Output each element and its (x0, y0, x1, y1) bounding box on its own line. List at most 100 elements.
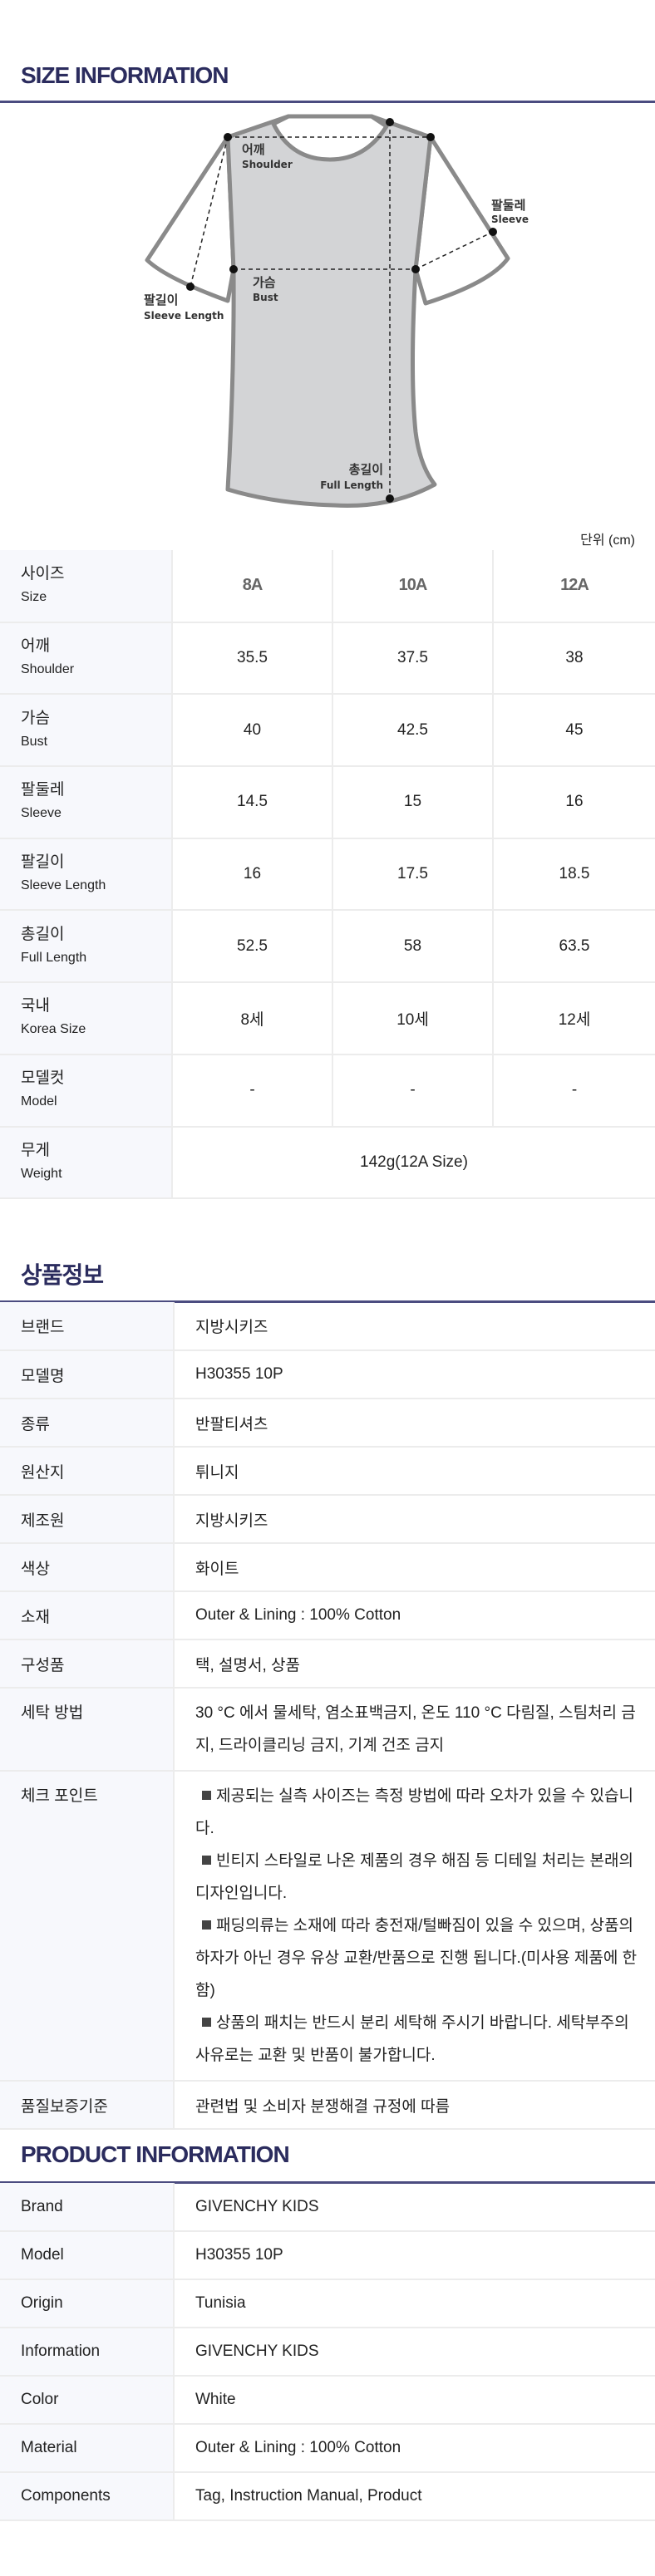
label-en: Model (21, 1094, 57, 1109)
label-ko: 무게 (21, 1141, 50, 1159)
row-value: Tunisia (174, 2279, 655, 2328)
row-label: Material (0, 2424, 175, 2473)
size-value-cell: 16 (493, 766, 655, 839)
size-row: 어깨 Shoulder 35.5 37.5 38 (0, 622, 655, 696)
info-row: Model H30355 10P (0, 2231, 655, 2280)
label-en: Sleeve Length (21, 878, 106, 893)
bust-label-ko: 가슴 (253, 275, 276, 290)
size-value-cell: 14.5 (172, 766, 333, 839)
label-ko: 모델컷 (21, 1069, 65, 1088)
info-row: 구성품 택, 설명서, 상품 (0, 1639, 655, 1689)
row-label: Color (0, 2376, 175, 2425)
row-value: 관련법 및 소비자 분쟁해결 규정에 따름 (174, 2081, 655, 2130)
row-label: Model (0, 2231, 175, 2280)
label-ko: 팔둘레 (21, 781, 65, 799)
size-row: 총길이 Full Length 52.5 58 63.5 (0, 910, 655, 984)
product-ko-table: 브랜드 지방시키즈 모델명 H30355 10P 종류 반팔티셔츠 원산지 튀니지 제조원 지방시… (0, 1302, 655, 2130)
row-value: 반팔티셔츠 (174, 1399, 655, 1448)
checkpoint-text: 상품의 패치는 반드시 분리 세탁해 주시기 바랍니다. 세탁부주의 사유로는 … (195, 2014, 629, 2064)
size-row: 팔길이 Sleeve Length 16 17.5 18.5 (0, 838, 655, 912)
size-value-cell: 8세 (172, 982, 333, 1055)
row-value: Tag, Instruction Manual, Product (174, 2472, 655, 2521)
row-value: 튀니지 (174, 1447, 655, 1496)
size-value-cell: 17.5 (332, 838, 494, 912)
row-value: 택, 설명서, 상품 (174, 1639, 655, 1689)
label-en: Weight (21, 1166, 62, 1181)
row-label: 가슴 Bust (0, 694, 173, 768)
measure-point (386, 494, 394, 503)
measure-point (386, 118, 394, 126)
label-ko: 총길이 (21, 925, 65, 943)
row-value: H30355 10P (174, 1350, 655, 1399)
size-value-cell: 12세 (493, 982, 655, 1055)
row-label: 국내 Korea Size (0, 982, 173, 1055)
size-header-cell: 10A (332, 550, 494, 623)
size-value-cell: - (493, 1054, 655, 1128)
row-value: GIVENCHY KIDS (174, 2328, 655, 2377)
measure-point (411, 265, 420, 273)
info-row: Components Tag, Instruction Manual, Produ… (0, 2472, 655, 2521)
size-row: 팔둘레 Sleeve 14.5 15 16 (0, 766, 655, 839)
size-value-cell: 42.5 (332, 694, 494, 768)
checkpoint-text: 제공되는 실측 사이즈는 측정 방법에 따라 오차가 있을 수 있습니다. (195, 1787, 633, 1837)
sleeve-length-label-en: Sleeve Length (144, 310, 224, 322)
row-label: 무게 Weight (0, 1126, 173, 1200)
row-value: 지방시키즈 (174, 1302, 655, 1351)
info-row: 세탁 방법 30 °C 에서 물세탁, 염소표백금지, 온도 110 °C 다림질… (0, 1688, 655, 1772)
label-ko: 어깨 (21, 637, 50, 656)
info-row: 종류 반팔티셔츠 (0, 1399, 655, 1448)
size-table: 사이즈 Size 8A 10A 12A 어깨 Shoulder 35.5 37.5 38 가… (0, 550, 655, 1200)
checkpoint-list: 제공되는 실측 사이즈는 측정 방법에 따라 오차가 있을 수 있습니다. 빈티… (174, 1771, 655, 2082)
measure-point (229, 265, 238, 273)
row-value: 30 °C 에서 물세탁, 염소표백금지, 온도 110 °C 다림질, 스팀처… (174, 1688, 655, 1772)
row-label: Components (0, 2472, 175, 2521)
row-label: 모델컷 Model (0, 1054, 173, 1128)
label-en: Shoulder (21, 662, 75, 677)
row-label: 소재 (0, 1591, 175, 1640)
divider (0, 101, 655, 103)
row-value: White (174, 2376, 655, 2425)
sleeve-length-label-ko: 팔길이 (144, 293, 178, 307)
info-row: Information GIVENCHY KIDS (0, 2328, 655, 2377)
label-ko: 국내 (21, 997, 50, 1015)
row-label: 구성품 (0, 1639, 175, 1689)
full-length-label-en: Full Length (320, 479, 383, 491)
bust-label-en: Bust (253, 292, 278, 303)
row-label: 팔길이 Sleeve Length (0, 838, 173, 912)
product-en-table: Brand GIVENCHY KIDS Model H30355 10P Origin T… (0, 2183, 655, 2521)
checkpoint-row: 체크 포인트 제공되는 실측 사이즈는 측정 방법에 따라 오차가 있을 수 있… (0, 1771, 655, 2082)
row-value: H30355 10P (174, 2231, 655, 2280)
label-en: Sleeve (21, 806, 62, 821)
row-value: GIVENCHY KIDS (174, 2183, 655, 2232)
row-label: 체크 포인트 (0, 1771, 175, 2082)
bullet-square-icon (202, 1791, 211, 1801)
row-label: 종류 (0, 1399, 175, 1448)
shirt-neck (271, 114, 389, 162)
size-value-cell: 37.5 (332, 622, 494, 696)
info-row: 브랜드 지방시키즈 (0, 1302, 655, 1351)
checkpoint-item: 패딩의류는 소재에 따라 충전재/털빠짐이 있을 수 있으며, 상품의 하자가 … (195, 1910, 640, 2007)
sleeve-label-en: Sleeve (491, 214, 529, 225)
size-value-cell: 15 (332, 766, 494, 839)
label-en: Full Length (21, 950, 87, 965)
size-value-cell: 63.5 (493, 910, 655, 984)
measure-point (489, 228, 497, 236)
label-en: Bust (21, 734, 48, 749)
row-label: 색상 (0, 1543, 175, 1592)
info-row: 소재 Outer & Lining : 100% Cotton (0, 1591, 655, 1640)
row-label: 어깨 Shoulder (0, 622, 173, 696)
shoulder-label-ko: 어깨 (242, 142, 265, 157)
label-ko: 가슴 (21, 709, 50, 727)
shirt-body (225, 114, 437, 508)
row-label: 총길이 Full Length (0, 910, 173, 984)
unit-label: 단위 (cm) (580, 533, 635, 548)
size-value-cell: 40 (172, 694, 333, 768)
label-en: Size (21, 589, 47, 604)
bullet-square-icon (202, 1920, 211, 1930)
label-en: Korea Size (21, 1022, 86, 1037)
size-value-cell: - (332, 1054, 494, 1128)
label-ko: 팔길이 (21, 853, 65, 872)
row-value: Outer & Lining : 100% Cotton (174, 1591, 655, 1640)
size-row: 국내 Korea Size 8세 10세 12세 (0, 982, 655, 1055)
row-label: 제조원 (0, 1495, 175, 1544)
